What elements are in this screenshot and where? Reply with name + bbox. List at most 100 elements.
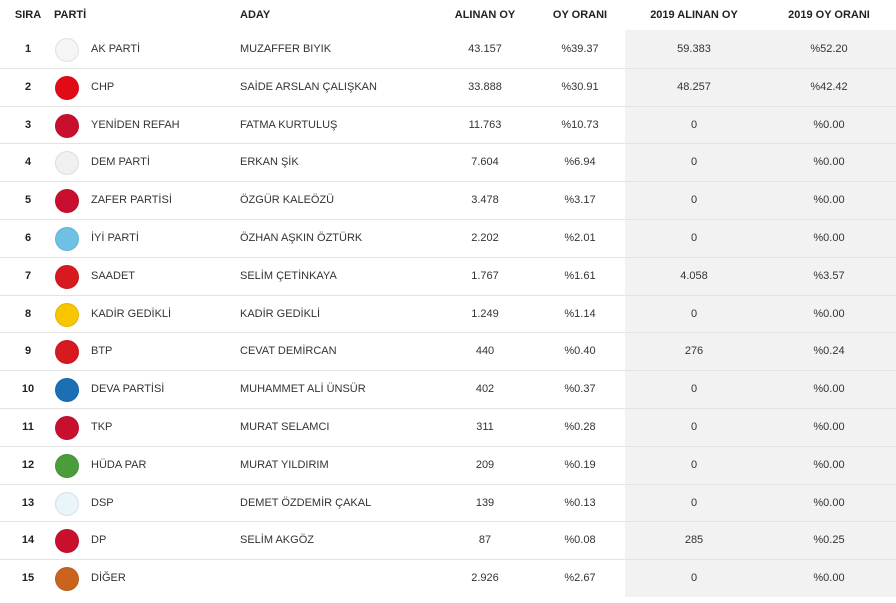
cell-votes: 3.478 <box>471 194 499 207</box>
cell-candidate: MURAT SELAMCI <box>240 420 330 433</box>
cell-rank: 4 <box>24 156 32 169</box>
cell-vote-share: %0.28 <box>564 420 596 433</box>
cell-rank: 14 <box>21 534 35 547</box>
cell-vote-share: %2.67 <box>564 572 596 585</box>
cell-votes: 11.763 <box>468 118 502 131</box>
cell-candidate: MUZAFFER BIYIK <box>240 42 332 55</box>
cell-vote-share: %2.01 <box>564 231 596 244</box>
cell-vote-share: %39.37 <box>561 42 599 55</box>
cell-vote-share-2019: %0.00 <box>813 118 845 131</box>
party-logo <box>55 567 79 592</box>
cell-vote-share: %1.14 <box>564 307 596 320</box>
cell-votes: 87 <box>478 534 492 547</box>
cell-votes-2019: 0 <box>690 496 698 509</box>
party-logo <box>55 491 79 516</box>
row-separator <box>0 181 896 183</box>
cell-candidate: MURAT YILDIRIM <box>240 458 329 471</box>
cell-vote-share-2019: %0.24 <box>813 345 845 358</box>
cell-votes-2019: 0 <box>690 118 698 131</box>
cell-vote-share-2019: %0.00 <box>813 307 845 320</box>
row-separator <box>0 445 896 447</box>
cell-candidate: SELİM AKGÖZ <box>240 534 314 547</box>
cell-vote-share: %6.94 <box>564 156 596 169</box>
cell-party: DEVA PARTİSİ <box>91 383 165 396</box>
cell-votes: 440 <box>475 345 495 358</box>
cell-votes-2019: 0 <box>690 572 698 585</box>
cell-votes: 139 <box>475 496 495 509</box>
cell-candidate: ERKAN ŞİK <box>240 156 299 169</box>
cell-vote-share: %3.17 <box>564 194 596 207</box>
cell-vote-share-2019: %0.00 <box>813 572 845 585</box>
cell-party: DP <box>91 534 107 547</box>
cell-vote-share: %10.73 <box>561 118 599 131</box>
cell-vote-share-2019: %0.00 <box>813 231 845 244</box>
cell-vote-share-2019: %42.42 <box>810 80 848 93</box>
cell-candidate: KADİR GEDİKLİ <box>240 307 321 320</box>
cell-vote-share: %0.37 <box>564 383 596 396</box>
cell-votes-2019: 0 <box>690 420 698 433</box>
cell-candidate: FATMA KURTULUŞ <box>240 118 338 131</box>
cell-votes: 311 <box>476 420 494 433</box>
cell-votes-2019: 4.058 <box>680 269 708 282</box>
cell-vote-share-2019: %3.57 <box>813 269 845 282</box>
row-separator <box>0 408 896 409</box>
row-separator <box>0 370 896 372</box>
cell-rank: 9 <box>24 345 32 358</box>
cell-vote-share-2019: %0.00 <box>813 458 845 471</box>
party-logo <box>55 264 79 289</box>
party-logo <box>55 302 79 327</box>
header-votes-2019: 2019 ALINAN OY <box>650 9 738 21</box>
row-separator <box>0 559 896 561</box>
cell-votes: 33.888 <box>468 80 502 93</box>
party-logo <box>55 415 79 440</box>
party-logo <box>55 453 79 478</box>
party-logo <box>55 340 79 365</box>
cell-candidate: ÖZGÜR KALEÖZÜ <box>240 194 335 207</box>
previous-election-bg <box>625 30 896 597</box>
cell-party: İYİ PARTİ <box>91 231 139 244</box>
cell-candidate: ÖZHAN AŞKIN ÖZTÜRK <box>240 231 363 244</box>
header-candidate: ADAY <box>240 9 271 21</box>
header-vote-share: OY ORANI <box>552 9 608 21</box>
cell-votes: 43.157 <box>468 42 502 55</box>
row-separator <box>0 143 896 145</box>
cell-votes-2019: 285 <box>684 534 704 547</box>
cell-rank: 3 <box>24 118 32 131</box>
cell-votes: 209 <box>475 458 495 471</box>
row-separator <box>0 294 896 296</box>
cell-party: TKP <box>91 420 113 433</box>
row-separator <box>0 521 896 523</box>
cell-votes-2019: 59.383 <box>677 42 711 55</box>
cell-rank: 15 <box>21 572 35 585</box>
cell-rank: 8 <box>24 307 32 320</box>
cell-candidate: SELİM ÇETİNKAYA <box>240 269 337 282</box>
cell-vote-share: %1.61 <box>564 269 596 282</box>
cell-votes: 1.249 <box>471 307 499 320</box>
cell-party: YENİDEN REFAH <box>91 118 180 131</box>
cell-votes-2019: 0 <box>690 156 698 169</box>
cell-votes-2019: 0 <box>690 231 698 244</box>
cell-votes-2019: 0 <box>690 458 698 471</box>
header-vote-share-2019: 2019 OY ORANI <box>788 9 870 21</box>
cell-vote-share-2019: %0.00 <box>813 194 845 207</box>
cell-vote-share-2019: %0.00 <box>813 420 845 433</box>
cell-party: KADİR GEDİKLİ <box>91 307 172 320</box>
cell-candidate: DEMET ÖZDEMİR ÇAKAL <box>240 496 372 509</box>
cell-votes-2019: 0 <box>690 307 698 320</box>
cell-party: DEM PARTİ <box>91 156 150 169</box>
cell-votes-2019: 48.257 <box>677 80 711 93</box>
cell-vote-share: %0.19 <box>564 458 596 471</box>
cell-rank: 2 <box>24 80 32 93</box>
cell-vote-share-2019: %0.00 <box>813 156 845 169</box>
cell-vote-share: %0.40 <box>564 345 596 358</box>
cell-votes-2019: 0 <box>690 194 698 207</box>
cell-rank: 11 <box>22 420 34 433</box>
party-logo <box>55 37 79 62</box>
cell-votes: 402 <box>475 383 495 396</box>
cell-party: DSP <box>91 496 114 509</box>
cell-party: CHP <box>91 80 115 93</box>
cell-rank: 5 <box>24 194 32 207</box>
cell-party: HÜDA PAR <box>91 458 147 471</box>
cell-party: AK PARTİ <box>91 42 141 55</box>
